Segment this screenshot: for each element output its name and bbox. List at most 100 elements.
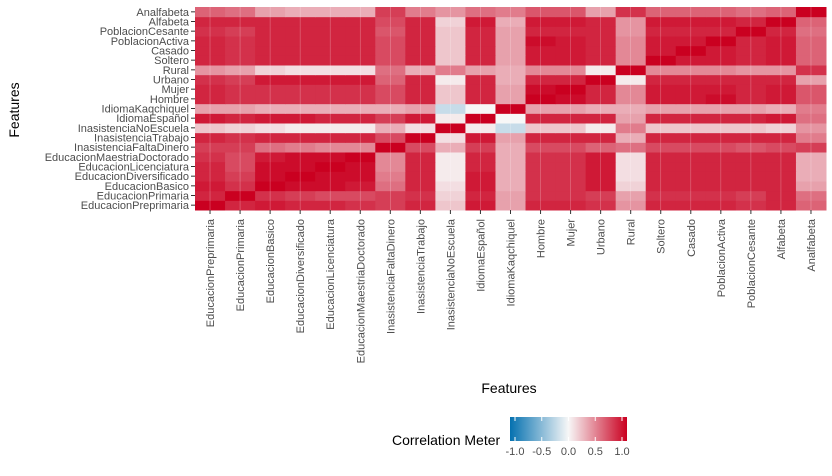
heatmap-cell [345, 181, 376, 192]
heatmap-cell [435, 132, 466, 143]
heatmap-cell [285, 190, 316, 201]
heatmap-cell [675, 74, 707, 85]
heatmap-cell [795, 84, 827, 95]
x-tick-label: EducacionMaestriaDoctorado [355, 219, 367, 363]
heatmap-cell [315, 161, 346, 172]
heatmap-cell [795, 7, 827, 18]
heatmap-cell [405, 190, 436, 201]
heatmap-cell [525, 45, 557, 56]
heatmap-cell [525, 113, 557, 124]
heatmap-cell [585, 65, 617, 76]
heatmap-cell [645, 152, 677, 163]
heatmap-cell [465, 142, 496, 153]
heatmap-cell [555, 94, 587, 105]
heatmap-cell [435, 26, 466, 37]
heatmap-cell [405, 36, 436, 47]
heatmap-cell [765, 84, 797, 95]
legend-ticks: -1.0 -0.5 0.0 0.5 1.0 [506, 417, 630, 458]
heatmap-cell [615, 65, 647, 76]
legend-tick-label: -0.5 [532, 446, 551, 458]
heatmap-cell [585, 94, 617, 105]
heatmap-cell [195, 142, 226, 153]
heatmap-cell [645, 7, 677, 18]
heatmap-cell [465, 103, 496, 114]
heatmap-cell [615, 45, 647, 56]
heatmap-cell [615, 123, 647, 134]
heatmap-cell [585, 7, 617, 18]
heatmap-cell [465, 123, 496, 134]
heatmap-cell [585, 113, 617, 124]
heatmap-cell [645, 200, 677, 211]
y-tick-label: Soltero [154, 55, 189, 67]
heatmap-cell [285, 94, 316, 105]
legend-title: Correlation Meter [392, 432, 500, 448]
heatmap-cell [525, 26, 557, 37]
heatmap-cell [735, 142, 767, 153]
heatmap-cell [555, 190, 587, 201]
heatmap-cell [705, 7, 737, 18]
heatmap-cell [255, 200, 286, 211]
heatmap-cell [675, 103, 707, 114]
x-tick-label: Hombre [536, 219, 548, 258]
heatmap-cell [435, 74, 466, 85]
heatmap-cell [315, 181, 346, 192]
heatmap-cell [465, 181, 496, 192]
heatmap-cell [705, 161, 737, 172]
heatmap-cell [525, 181, 557, 192]
heatmap-cell [735, 132, 767, 143]
heatmap-cell [435, 123, 466, 134]
heatmap-cell [645, 94, 677, 105]
heatmap-cell [345, 123, 376, 134]
heatmap-cell [405, 94, 436, 105]
heatmap-cell [615, 113, 647, 124]
heatmap-cell [765, 142, 797, 153]
heatmap-cell [435, 103, 466, 114]
heatmap-cell [495, 132, 527, 143]
heatmap-cell [225, 36, 256, 47]
heatmap-cell [705, 103, 737, 114]
heatmap-cell [705, 190, 737, 201]
heatmap-cell [465, 200, 496, 211]
heatmap-cell [735, 161, 767, 172]
heatmap-cell [615, 171, 647, 182]
color-legend: Correlation Meter -1.0 -0.5 0.0 0.5 1.0 [392, 417, 630, 458]
heatmap-cell [645, 181, 677, 192]
heatmap-cell [495, 55, 527, 66]
heatmap-cell [705, 181, 737, 192]
heatmap-cell [345, 132, 376, 143]
heatmap-cell [585, 74, 617, 85]
heatmap-cell [705, 36, 737, 47]
heatmap-cell [615, 26, 647, 37]
heatmap-cell [735, 94, 767, 105]
heatmap-cell [705, 84, 737, 95]
heatmap-cell [465, 74, 496, 85]
heatmap-cell [615, 7, 647, 18]
heatmap-cell [495, 74, 527, 85]
y-tick-label: EducacionDiversificado [75, 171, 189, 183]
heatmap-cell [435, 84, 466, 95]
heatmap-cell [585, 16, 617, 27]
x-tick-label: Rural [626, 219, 638, 245]
heatmap-cell [195, 123, 226, 134]
heatmap-cell [195, 74, 226, 85]
heatmap-cell [405, 16, 436, 27]
heatmap-cell [405, 123, 436, 134]
heatmap-cell [675, 113, 707, 124]
heatmap-cell [405, 142, 436, 153]
heatmap-cell [735, 190, 767, 201]
heatmap-cell [375, 26, 406, 37]
heatmap-cell [195, 113, 226, 124]
heatmap-cell [345, 113, 376, 124]
heatmap-cell [465, 171, 496, 182]
heatmap-cell [315, 142, 346, 153]
heatmap-cell [795, 94, 827, 105]
heatmap-cell [465, 84, 496, 95]
heatmap-cell [555, 45, 587, 56]
heatmap-cell [705, 123, 737, 134]
heatmap-cell [375, 74, 406, 85]
heatmap-cell [405, 152, 436, 163]
heatmap-cell [285, 26, 316, 37]
heatmap-cell [345, 45, 376, 56]
heatmap-cell [255, 7, 286, 18]
